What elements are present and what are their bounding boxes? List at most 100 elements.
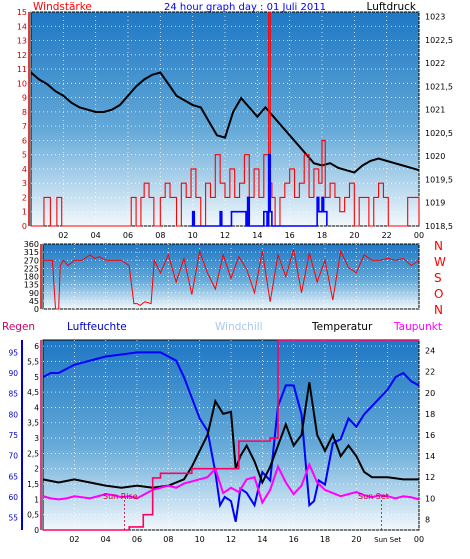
y-tick-label-temp: 24 [425,347,435,356]
y-tick-label-left: 4 [22,165,27,174]
wind-direction-grid [43,243,420,310]
y-tick-label-left: 9 [22,94,27,103]
y-tick-label-rain: 1 [34,495,39,504]
y-tick-label-temp: 14 [425,452,435,461]
x-tick-label: 14 [257,535,267,544]
y-tick-label-left: 14 [17,22,27,31]
y-tick-label-rain: 0,5 [27,511,39,520]
x-tick-label: 08 [155,231,165,240]
temperature-label: Temperatur [311,321,373,333]
y-tick-label-left: 11 [17,65,27,74]
x-tick-label: Sun Set [374,536,401,544]
windchill-label: Windchill [215,321,263,333]
y-tick-label-left: 1 [22,208,27,217]
compass-letter: W [434,255,446,269]
wind-direction-series [43,249,420,310]
pressure-label: Luftdruck [367,1,417,13]
y-tick-label-rain: 1,5 [27,480,39,489]
y-tick-label-humidity: 70 [8,452,18,461]
y-tick-label-left: 5 [22,151,27,160]
dewpoint-label: Taupunkt [393,321,442,333]
y-tick-label-left: 13 [17,37,27,46]
x-tick-label: 10 [188,231,198,240]
y-tick-label-right: 1018,5 [425,222,453,231]
x-tick-label: 12 [220,231,230,240]
y-tick-label-humidity: 80 [8,410,18,419]
y-tick-label-right: 1023 [425,13,445,22]
x-tick-label: 04 [91,231,101,240]
x-tick-label: 16 [285,231,295,240]
dewpoint-series [42,461,420,505]
y-tick-label-left: 12 [17,51,27,60]
x-tick-label: 12 [226,535,236,544]
compass-letter: S [434,271,442,285]
x-tick-label: 02 [69,535,79,544]
y-tick-label-humidity: 65 [8,472,18,481]
y-tick-label-temp: 12 [425,473,435,482]
x-tick-label: 02 [58,231,68,240]
y-tick-label-left: 0 [22,222,27,231]
y-tick-label: 225 [24,264,39,273]
x-tick-label: 18 [320,535,330,544]
x-tick-label: 08 [163,535,173,544]
chart-title: 24 hour graph day : 01 Juli 2011 [164,2,326,13]
humidity-series [42,351,420,522]
y-tick-label-left: 6 [22,136,27,145]
wind-pressure-series [30,11,420,227]
x-tick-label: 18 [317,231,327,240]
y-tick-label-right: 1022 [425,59,445,68]
y-tick-label-humidity: 60 [8,493,18,502]
compass-letter: N [434,303,443,317]
y-tick-label-rain: 4,5 [27,388,39,397]
y-tick-label: 45 [29,297,39,306]
y-tick-label-left: 8 [22,108,27,117]
y-tick-label-rain: 4 [34,403,39,412]
y-tick-label-rain: 2,5 [27,449,39,458]
humidity-label: Luftfeuchte [67,321,127,333]
sunrise-label: Sun Rise [103,492,138,501]
rain-series [43,339,419,531]
x-tick-label: 06 [123,231,133,240]
y-tick-label-left: 3 [22,179,27,188]
y-tick-label-humidity: 75 [8,431,18,440]
humidity-temp-panel [42,339,420,531]
y-tick-label-left: 10 [17,79,27,88]
x-tick-label: 22 [382,231,392,240]
y-tick-label-right: 1020 [425,152,445,161]
y-tick-label-right: 1021 [425,106,445,115]
y-tick-label-right: 1022,5 [425,36,453,45]
pressure-series [30,71,420,174]
y-tick-label: 0 [34,305,39,314]
y-tick-label-right: 1021,5 [425,82,453,91]
y-tick-label-rain: 5,5 [27,357,39,366]
y-tick-label-temp: 22 [425,368,435,377]
wind-gust-series [31,11,420,227]
x-tick-label: 06 [132,535,142,544]
wind-speed-label: Windstärke [33,1,92,13]
wind-direction-series [43,249,420,310]
y-tick-label-temp: 20 [425,389,435,398]
y-tick-label-rain: 5 [34,373,39,382]
sunset-label: Sun Set [358,492,389,501]
x-tick-label: 10 [195,535,205,544]
compass-letter: O [434,287,443,301]
y-tick-label-humidity: 95 [8,348,18,357]
x-tick-label: 20 [349,231,359,240]
temperature-series [42,382,419,489]
y-tick-label-right: 1019,5 [425,175,453,184]
y-tick-label-left: 7 [22,122,27,131]
wind-pressure-axes: 02 04 06 08 10 12 14 16 18 20 22 000123456789101112… [17,8,453,240]
y-tick-label-left: 2 [22,193,27,202]
y-tick-label-rain: 6 [34,342,39,351]
y-tick-label-rain: 3 [34,434,39,443]
x-tick-label: 04 [101,535,111,544]
y-tick-label-temp: 18 [425,410,435,419]
y-tick-label: 180 [24,273,39,282]
humidity-temp-series [42,339,420,531]
y-tick-label-left: 15 [17,8,27,17]
humidity-temp-axes: 02 04 06 08 10 12 14 16 18 20 Sun Set 0000,511,522,… [8,340,435,544]
